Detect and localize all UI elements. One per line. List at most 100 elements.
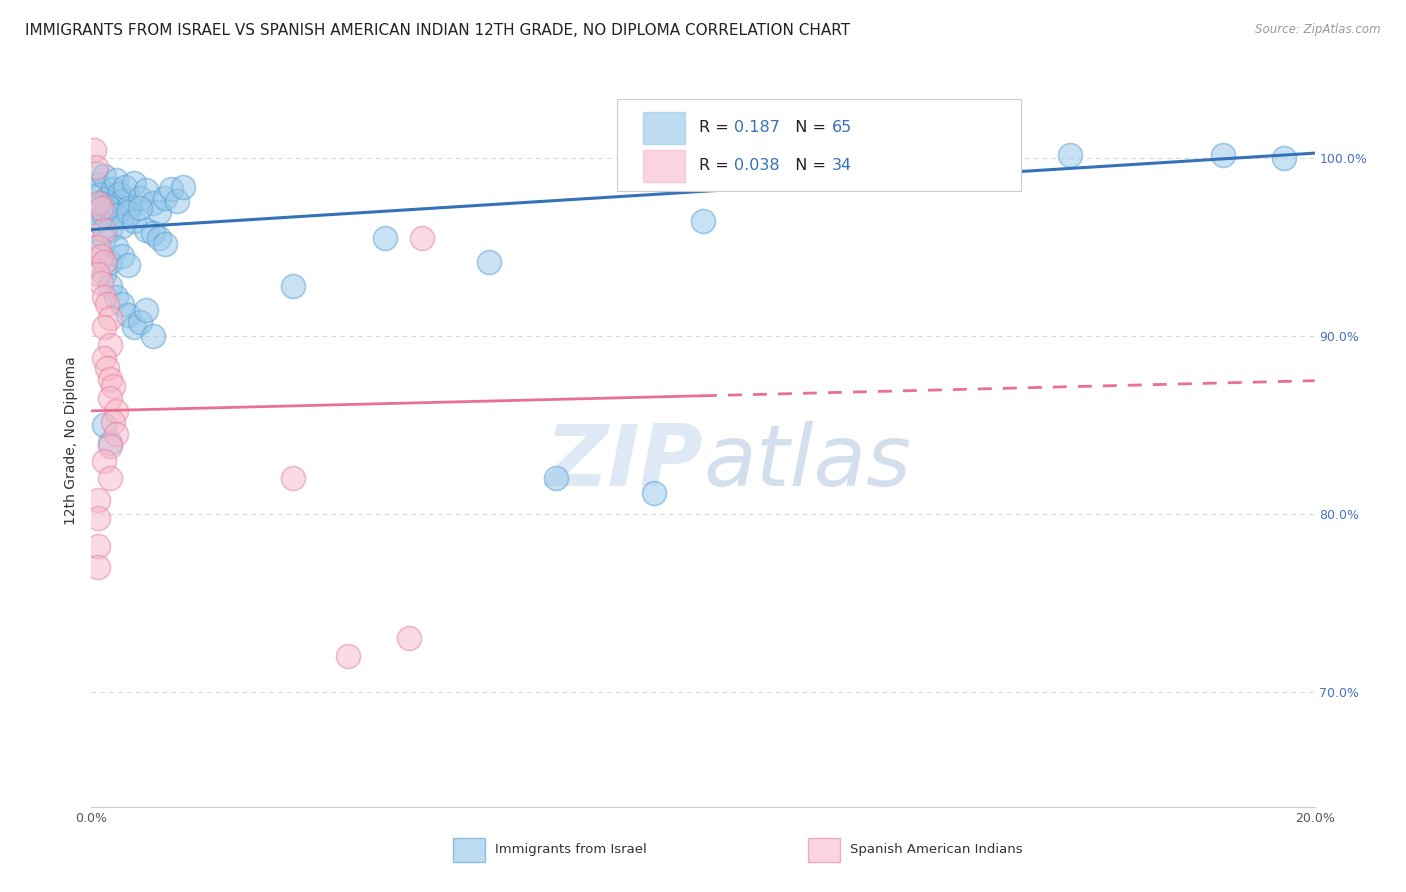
Point: [783, 155, 806, 169]
Text: Immigrants from Israel: Immigrants from Israel: [495, 843, 647, 856]
Point: [153, 236, 176, 251]
Point: [93, 290, 115, 304]
Point: [96, 361, 118, 376]
Point: [160, 182, 183, 196]
Point: [98, 338, 121, 352]
Point: [117, 308, 139, 322]
Point: [411, 231, 433, 245]
Point: [84, 161, 107, 175]
Text: 0.038: 0.038: [734, 158, 779, 173]
Point: [104, 240, 127, 254]
Point: [90, 249, 112, 263]
Point: [117, 258, 139, 272]
Point: [93, 231, 115, 245]
Text: R =: R =: [699, 120, 734, 136]
Point: [104, 404, 127, 418]
Point: [93, 267, 115, 281]
Text: N =: N =: [785, 158, 831, 173]
Point: [111, 297, 134, 311]
Point: [1272, 152, 1295, 166]
Point: [101, 415, 124, 429]
Point: [93, 222, 115, 236]
Point: [93, 208, 115, 222]
Point: [93, 351, 115, 365]
Point: [98, 372, 121, 386]
Text: R =: R =: [699, 158, 734, 173]
FancyBboxPatch shape: [617, 99, 1021, 191]
Point: [86, 492, 108, 507]
Point: [98, 254, 121, 268]
Point: [546, 471, 568, 485]
Point: [83, 143, 105, 157]
Point: [111, 219, 134, 233]
Point: [86, 240, 108, 254]
Point: [129, 201, 152, 215]
FancyBboxPatch shape: [643, 112, 685, 144]
Point: [104, 173, 127, 187]
Point: [148, 231, 170, 245]
Text: Source: ZipAtlas.com: Source: ZipAtlas.com: [1256, 23, 1381, 37]
Point: [135, 222, 157, 236]
Point: [122, 213, 145, 227]
Point: [122, 320, 145, 334]
Point: [93, 418, 115, 433]
Point: [86, 213, 108, 227]
Point: [86, 244, 108, 258]
Point: [337, 649, 360, 664]
Point: [104, 208, 127, 222]
Point: [122, 177, 145, 191]
FancyBboxPatch shape: [808, 838, 839, 862]
Point: [692, 213, 714, 227]
Text: ZIP: ZIP: [546, 421, 703, 504]
Point: [98, 392, 121, 406]
Point: [98, 222, 121, 236]
Text: 65: 65: [831, 120, 852, 136]
Point: [84, 166, 107, 180]
Point: [90, 276, 112, 290]
Point: [104, 290, 127, 304]
Point: [129, 315, 152, 329]
Point: [374, 231, 396, 245]
Point: [83, 204, 105, 219]
Point: [117, 204, 139, 219]
Point: [98, 195, 121, 210]
Y-axis label: 12th Grade, No Diploma: 12th Grade, No Diploma: [65, 356, 79, 524]
Point: [283, 471, 305, 485]
Text: N =: N =: [785, 120, 831, 136]
Point: [101, 379, 124, 393]
Point: [86, 539, 108, 553]
Point: [96, 199, 118, 213]
Point: [93, 453, 115, 467]
FancyBboxPatch shape: [454, 838, 485, 862]
Point: [86, 510, 108, 524]
Point: [283, 279, 305, 293]
Point: [141, 226, 163, 240]
Point: [90, 195, 112, 210]
Point: [166, 194, 188, 208]
Point: [86, 267, 108, 281]
Text: 34: 34: [831, 158, 852, 173]
Point: [114, 180, 136, 194]
Text: Spanish American Indians: Spanish American Indians: [849, 843, 1022, 856]
Point: [86, 195, 108, 210]
Point: [93, 254, 115, 268]
Point: [936, 155, 959, 169]
Point: [141, 329, 163, 343]
Point: [643, 485, 665, 500]
Point: [111, 249, 134, 263]
Point: [96, 190, 118, 204]
Point: [111, 194, 134, 208]
Point: [104, 427, 127, 442]
Point: [93, 320, 115, 334]
Point: [98, 435, 121, 450]
Point: [98, 311, 121, 326]
Point: [148, 204, 170, 219]
Text: 0.187: 0.187: [734, 120, 779, 136]
Point: [141, 195, 163, 210]
Point: [90, 201, 112, 215]
FancyBboxPatch shape: [643, 150, 685, 182]
Point: [98, 439, 121, 453]
Point: [98, 279, 121, 293]
Point: [153, 190, 176, 204]
Point: [135, 184, 157, 198]
